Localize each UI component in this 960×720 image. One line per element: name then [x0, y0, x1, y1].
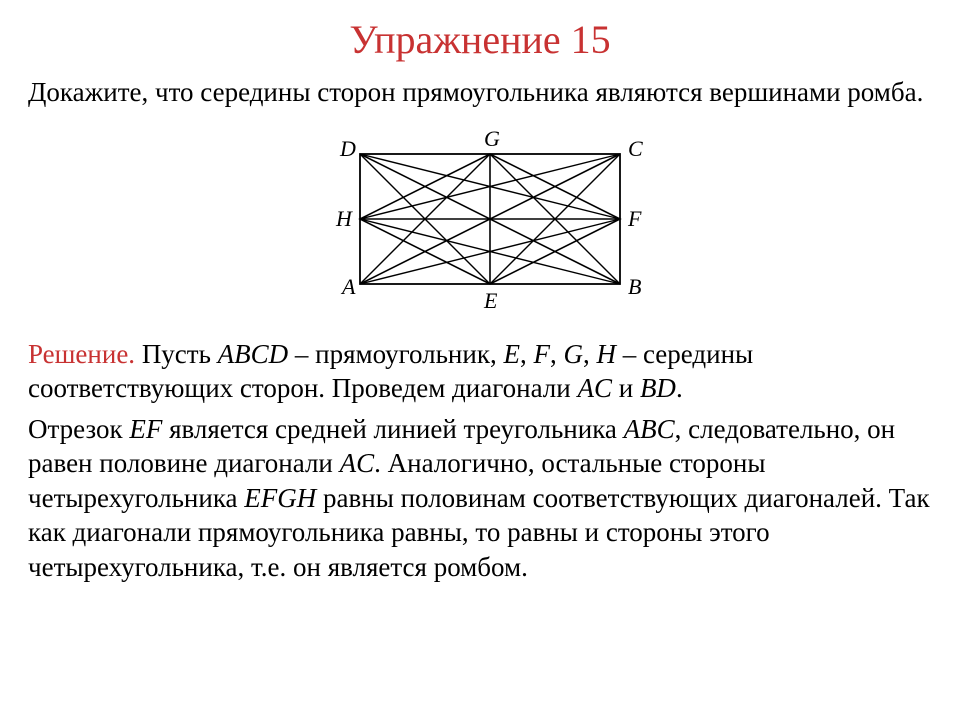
text: ,	[550, 339, 564, 369]
label-C: C	[628, 136, 643, 161]
text: и	[612, 373, 640, 403]
text: – прямоугольник,	[288, 339, 503, 369]
label-F: F	[627, 206, 642, 231]
var-BD: BD	[640, 373, 676, 403]
var-ABCD: ABCD	[218, 339, 289, 369]
solution-label: Решение.	[28, 339, 135, 369]
var-ABC: ABC	[624, 414, 675, 444]
text: Пусть	[135, 339, 218, 369]
var-AC2: AC	[340, 448, 375, 478]
rhombus-in-rectangle-diagram: A B C D E F G H	[300, 124, 660, 314]
label-A: A	[340, 274, 356, 299]
label-B: B	[628, 274, 641, 299]
solution-paragraph-1: Решение. Пусть ABCD – прямоугольник, E, …	[28, 337, 932, 406]
var-G: G	[563, 339, 583, 369]
label-D: D	[339, 136, 356, 161]
text: является средней линией треугольника	[162, 414, 623, 444]
var-H: H	[596, 339, 616, 369]
figure-container: A B C D E F G H	[28, 124, 932, 319]
label-E: E	[483, 288, 498, 313]
label-G: G	[484, 126, 500, 151]
label-H: H	[335, 206, 353, 231]
text: .	[676, 373, 683, 403]
var-EF: EF	[129, 414, 162, 444]
var-E: E	[503, 339, 520, 369]
problem-statement: Докажите, что середины сторон прямоуголь…	[28, 75, 932, 110]
var-F: F	[533, 339, 550, 369]
exercise-title: Упражнение 15	[28, 16, 932, 63]
text: ,	[520, 339, 534, 369]
var-EFGH: EFGH	[244, 483, 316, 513]
text: Отрезок	[28, 414, 129, 444]
text: ,	[583, 339, 597, 369]
var-AC: AC	[577, 373, 612, 403]
solution-paragraph-2: Отрезок EF является средней линией треуг…	[28, 412, 932, 585]
